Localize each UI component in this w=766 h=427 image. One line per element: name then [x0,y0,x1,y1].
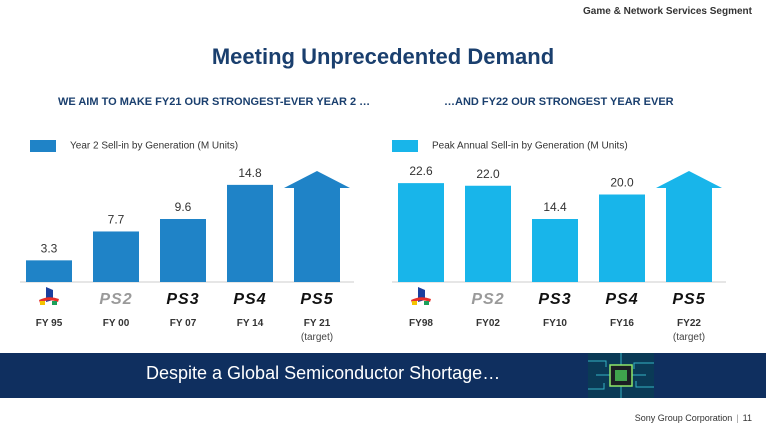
right-category-label-4: FY22 [677,318,701,329]
right-logo-text-3: PS4 [605,291,638,308]
right-bar-chart: 22.6 FY98 22.0 PS2 FY02 14.4 PS3 FY10 20.0 PS4 FY1… [392,164,726,343]
footer: Sony Group Corporation | 11 [635,413,752,423]
left-legend-label: Year 2 Sell-in by Generation (M Units) [70,140,239,152]
right-category-note-4: (target) [673,332,705,343]
right-logo-0 [411,287,431,305]
right-logo-1: PS2 [471,291,504,308]
footer-company: Sony Group Corporation [634,413,733,423]
left-category-label-3: FY 14 [237,318,264,329]
left-category-label-4: FY 21 [304,318,331,329]
left-ps-logo-green-0 [52,301,57,305]
right-ps-logo-yellow-0 [412,301,417,305]
left-logo-0 [39,287,59,305]
page-title: Meeting Unprecedented Demand [211,44,555,69]
left-logo-text-4: PS5 [300,291,333,308]
left-logo-text-2: PS3 [166,291,199,308]
left-category-label-1: FY 00 [103,318,130,329]
right-ps-logo-swoosh-0 [411,297,431,303]
left-logo-text-3: PS4 [233,291,266,308]
banner-text: Despite a Global Semiconductor Shortage… [146,363,501,383]
footer-separator: | [736,413,739,423]
left-value-label-0: 3.3 [41,241,58,255]
segment-label: Game & Network Services Segment [583,6,752,17]
left-ps-logo-yellow-0 [40,301,45,305]
left-logo-1: PS2 [99,291,132,308]
right-value-label-2: 14.4 [543,200,567,214]
right-value-label-0: 22.6 [409,164,433,178]
right-bar-fy16 [599,194,645,282]
right-logo-text-1: PS2 [471,291,504,308]
right-logo-3: PS4 [605,291,638,308]
right-logo-4: PS5 [672,291,705,308]
right-bar-fy10 [532,219,578,282]
right-bar-fy02 [465,185,511,282]
right-category-label-1: FY02 [476,318,500,329]
left-ps-logo-swoosh-0 [39,297,59,303]
right-category-label-2: FY10 [543,318,567,329]
right-target-arrow [656,171,722,282]
right-logo-2: PS3 [538,291,571,308]
right-chart-subtitle: …AND FY22 OUR STRONGEST YEAR EVER [444,96,674,108]
left-value-label-3: 14.8 [238,166,262,180]
left-logo-text-1: PS2 [99,291,132,308]
circuit-chip-image [588,353,654,398]
left-value-label-1: 7.7 [108,212,125,226]
left-bar-fy14 [227,184,273,282]
right-ps-logo-green-0 [424,301,429,305]
right-value-label-1: 22.0 [476,167,500,181]
left-category-note-4: (target) [301,332,333,343]
left-bar-fy07 [160,219,206,282]
left-chart-subtitle: WE AIM TO MAKE FY21 OUR STRONGEST-EVER Y… [58,96,371,108]
right-legend: Peak Annual Sell-in by Generation (M Uni… [392,140,628,152]
page-number: 11 [742,413,752,423]
left-legend-swatch [30,140,56,152]
right-category-label-3: FY16 [610,318,634,329]
left-legend: Year 2 Sell-in by Generation (M Units) [30,140,238,152]
right-legend-label: Peak Annual Sell-in by Generation (M Uni… [432,140,628,152]
left-bar-fy95 [26,260,72,282]
left-value-label-2: 9.6 [175,200,192,214]
right-logo-text-2: PS3 [538,291,571,308]
right-legend-swatch [392,140,418,152]
left-target-arrow [284,171,350,282]
right-category-label-0: FY98 [409,318,433,329]
left-logo-3: PS4 [233,291,266,308]
right-logo-text-4: PS5 [672,291,705,308]
left-bar-chart: 3.3 FY 95 7.7 PS2 FY 00 9.6 PS3 FY 07 14.8 PS4 FY … [20,166,354,343]
right-bar-fy98 [398,183,444,282]
left-category-label-2: FY 07 [170,318,197,329]
right-value-label-3: 20.0 [610,176,634,190]
left-logo-4: PS5 [300,291,333,308]
left-bar-fy00 [93,231,139,282]
left-category-label-0: FY 95 [36,318,63,329]
left-logo-2: PS3 [166,291,199,308]
